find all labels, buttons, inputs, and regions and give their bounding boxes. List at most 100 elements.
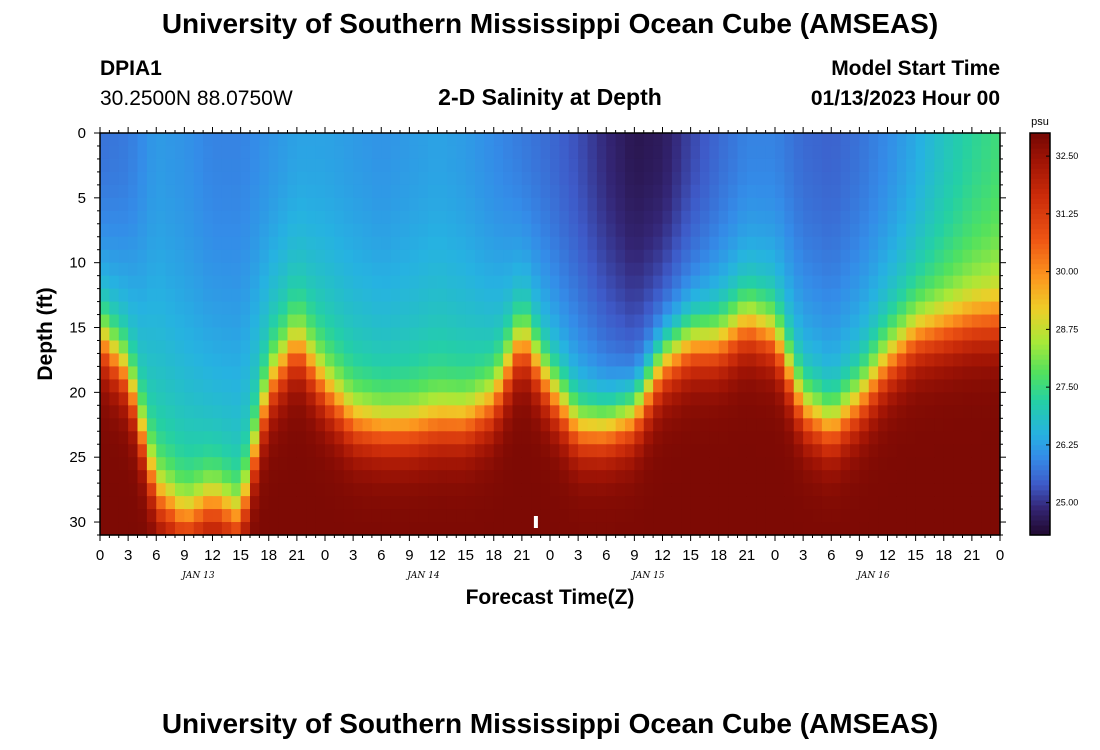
heatmap-cell xyxy=(859,509,870,523)
heatmap-cell xyxy=(109,366,120,380)
colorbar-segment xyxy=(1030,494,1050,501)
heatmap-cell xyxy=(596,262,607,277)
heatmap-cell xyxy=(981,301,992,316)
heatmap-cell xyxy=(146,223,157,238)
heatmap-cell xyxy=(128,457,139,471)
heatmap-cell xyxy=(512,145,523,160)
heatmap-cell xyxy=(850,444,860,458)
heatmap-cell xyxy=(175,340,185,355)
heatmap-cell xyxy=(137,210,148,225)
heatmap-cell xyxy=(146,171,157,186)
heatmap-cell xyxy=(746,444,757,458)
heatmap-cell xyxy=(465,327,476,342)
heatmap-cell xyxy=(212,145,223,160)
heatmap-cell xyxy=(446,275,457,290)
heatmap-cell xyxy=(156,496,167,510)
heatmap-cell xyxy=(306,379,317,393)
x-tick-label: 6 xyxy=(377,547,385,564)
heatmap-cell xyxy=(925,379,935,393)
heatmap-cell xyxy=(887,418,898,432)
heatmap-cell xyxy=(653,236,664,251)
heatmap-cell xyxy=(690,197,701,212)
colorbar-segment xyxy=(1030,268,1050,275)
heatmap-cell xyxy=(109,496,120,510)
heatmap-cell xyxy=(775,171,785,186)
heatmap-cell xyxy=(812,171,823,186)
heatmap-cell xyxy=(118,288,129,303)
heatmap-cell xyxy=(943,184,954,199)
heatmap-cell xyxy=(165,133,176,147)
heatmap-cell xyxy=(765,496,776,510)
heatmap-cell xyxy=(371,431,382,445)
heatmap-cell xyxy=(418,223,429,238)
heatmap-cell xyxy=(915,457,926,471)
x-tick-label: 15 xyxy=(232,547,249,564)
heatmap-cell xyxy=(662,522,673,536)
heatmap-cell xyxy=(212,379,223,393)
heatmap-cell xyxy=(400,470,410,484)
heatmap-cell xyxy=(559,210,570,225)
heatmap-cell xyxy=(971,262,982,277)
heatmap-cell xyxy=(765,236,776,251)
heatmap-cell xyxy=(934,314,945,329)
heatmap-cell xyxy=(784,327,795,342)
heatmap-cell xyxy=(146,522,157,536)
heatmap-cell xyxy=(859,353,870,368)
heatmap-cell xyxy=(418,210,429,225)
heatmap-cell xyxy=(568,483,579,497)
heatmap-cell xyxy=(728,353,739,368)
heatmap-cell xyxy=(503,171,514,186)
heatmap-cell xyxy=(962,133,973,147)
heatmap-cell xyxy=(390,223,401,238)
heatmap-cell xyxy=(981,457,992,471)
heatmap-cell xyxy=(578,418,589,432)
heatmap-cell xyxy=(493,275,504,290)
heatmap-cell xyxy=(203,340,214,355)
heatmap-cell xyxy=(446,197,457,212)
heatmap-cell xyxy=(615,405,626,419)
heatmap-cell xyxy=(568,353,579,368)
heatmap-cell xyxy=(784,444,795,458)
heatmap-cell xyxy=(559,236,570,251)
heatmap-cell xyxy=(831,262,842,277)
heatmap-cell xyxy=(428,444,439,458)
heatmap-cell xyxy=(268,418,279,432)
heatmap-cell xyxy=(296,522,307,536)
heatmap-cell xyxy=(390,457,401,471)
heatmap-cell xyxy=(175,353,185,368)
heatmap-cell xyxy=(531,392,542,406)
heatmap-cell xyxy=(606,262,617,277)
heatmap-cell xyxy=(709,444,720,458)
heatmap-cell xyxy=(250,522,260,536)
heatmap-cell xyxy=(531,444,542,458)
heatmap-cell xyxy=(690,509,701,523)
heatmap-cell xyxy=(793,444,804,458)
heatmap-cell xyxy=(803,288,814,303)
heatmap-cell xyxy=(109,301,120,316)
heatmap-cell xyxy=(512,379,523,393)
heatmap-cell xyxy=(343,470,354,484)
heatmap-cell xyxy=(353,301,364,316)
heatmap-cell xyxy=(343,171,354,186)
heatmap-cell xyxy=(437,210,448,225)
heatmap-cell xyxy=(371,314,382,329)
heatmap-cell xyxy=(156,301,167,316)
heatmap-cell xyxy=(137,171,148,186)
heatmap-cell xyxy=(493,457,504,471)
heatmap-cell xyxy=(606,145,617,160)
heatmap-cell xyxy=(625,249,635,264)
colorbar-segment xyxy=(1030,439,1050,446)
heatmap-cell xyxy=(625,262,635,277)
heatmap-cell xyxy=(840,262,851,277)
heatmap-cell xyxy=(868,444,879,458)
heatmap-cell xyxy=(831,249,842,264)
heatmap-cell xyxy=(671,197,682,212)
colorbar-segment xyxy=(1030,379,1050,385)
heatmap-cell xyxy=(878,366,889,380)
heatmap-cell xyxy=(137,236,148,251)
heatmap-cell xyxy=(990,405,1001,419)
heatmap-cell xyxy=(306,197,317,212)
heatmap-cell xyxy=(737,327,748,342)
heatmap-cell xyxy=(475,301,485,316)
heatmap-cell xyxy=(531,223,542,238)
